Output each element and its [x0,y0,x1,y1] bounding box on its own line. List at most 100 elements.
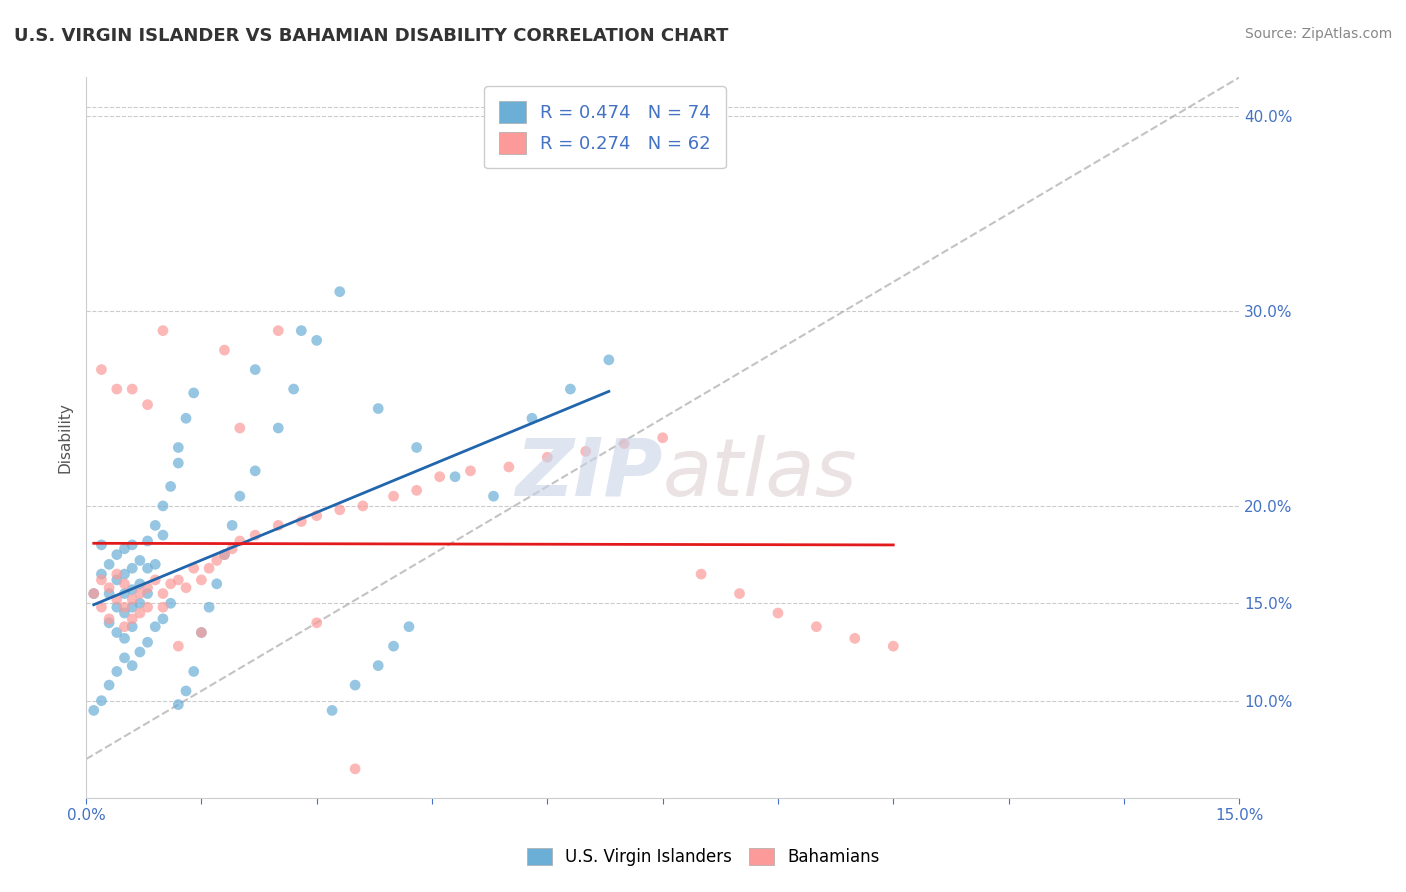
Point [245,362,267,376]
Point [575,444,598,458]
Point [229,489,252,503]
Point [90,538,112,552]
Point [121,592,143,607]
Point [98,612,121,626]
Text: U.S. VIRGIN ISLANDER VS BAHAMIAN DISABILITY CORRELATION CHART: U.S. VIRGIN ISLANDER VS BAHAMIAN DISABIL… [14,27,728,45]
Point [114,577,136,591]
Point [105,592,128,607]
Point [613,436,636,450]
Point [128,596,150,610]
Point [98,558,121,572]
Point [98,615,121,630]
Point [121,382,143,396]
Text: Source: ZipAtlas.com: Source: ZipAtlas.com [1244,27,1392,41]
Point [198,561,221,575]
Point [245,528,267,542]
Point [290,515,312,529]
Point [128,553,150,567]
Point [121,561,143,575]
Point [382,639,405,653]
Point [114,600,136,615]
Point [121,582,143,597]
Point [121,612,143,626]
Point [114,606,136,620]
Point [190,573,212,587]
Point [174,411,197,425]
Point [143,620,166,634]
Point [344,762,367,776]
Point [245,464,267,478]
Point [128,586,150,600]
Legend: R = 0.474   N = 74, R = 0.274   N = 62: R = 0.474 N = 74, R = 0.274 N = 62 [485,87,725,169]
Point [152,499,174,513]
Point [290,324,312,338]
Point [214,548,236,562]
Point [405,483,427,498]
Point [221,541,243,556]
Point [152,612,174,626]
Point [90,362,112,376]
Point [136,581,159,595]
Point [121,658,143,673]
Point [152,600,174,615]
Point [83,586,105,600]
Point [728,586,751,600]
Point [405,441,427,455]
Point [844,632,866,646]
Point [105,567,128,582]
Point [329,503,352,517]
Point [214,343,236,357]
Point [520,411,543,425]
Point [105,625,128,640]
Legend: U.S. Virgin Islanders, Bahamians: U.S. Virgin Islanders, Bahamians [519,840,887,875]
Point [598,352,620,367]
Point [114,541,136,556]
Point [98,586,121,600]
Point [105,382,128,396]
Point [136,600,159,615]
Point [498,460,520,475]
Point [121,538,143,552]
Point [174,684,197,698]
Point [444,469,467,483]
Point [205,553,228,567]
Point [367,658,389,673]
Point [152,324,174,338]
Point [167,573,190,587]
Point [190,625,212,640]
Point [382,489,405,503]
Point [267,324,290,338]
Point [105,665,128,679]
Point [83,586,105,600]
Point [128,645,150,659]
Point [305,334,328,348]
Point [460,464,482,478]
Point [98,581,121,595]
Point [283,382,305,396]
Point [183,561,205,575]
Point [136,561,159,575]
Point [167,698,190,712]
Point [114,632,136,646]
Point [98,678,121,692]
Point [766,606,789,620]
Point [136,586,159,600]
Point [205,577,228,591]
Text: ZIP: ZIP [515,434,662,513]
Point [321,703,343,717]
Point [214,548,236,562]
Point [114,586,136,600]
Point [105,573,128,587]
Point [143,518,166,533]
Point [651,431,673,445]
Point [159,596,181,610]
Point [159,479,181,493]
Point [482,489,505,503]
Point [90,600,112,615]
Point [267,421,290,435]
Point [114,620,136,634]
Point [229,533,252,548]
Point [352,499,374,513]
Point [882,639,904,653]
Point [536,450,558,465]
